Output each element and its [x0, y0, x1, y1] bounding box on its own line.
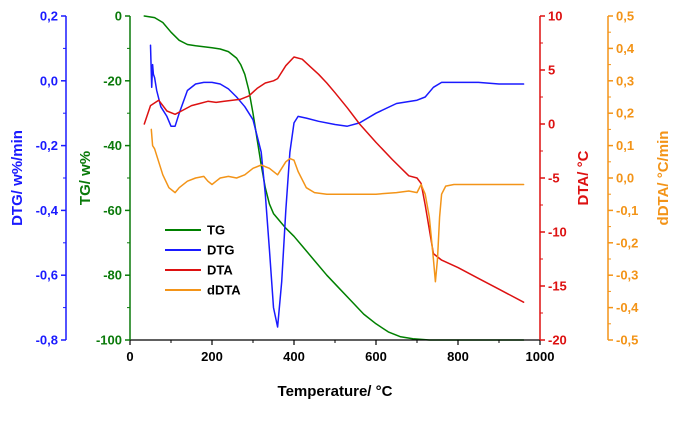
ddta-tick-label: -0,1 [616, 203, 638, 218]
dtg-tick-label: -0,2 [36, 138, 58, 153]
series-line-ddta [150, 128, 525, 283]
series-line-dta [143, 56, 525, 303]
dtg-tick-label: 0,2 [40, 9, 58, 24]
plot-lines [143, 15, 525, 341]
dtg-tick-label: -0,4 [36, 203, 59, 218]
dta-tick-label: -10 [548, 225, 567, 240]
x-tick-label: 400 [283, 349, 305, 364]
dta-tick-label: 5 [548, 63, 555, 78]
tg-tick-label: -20 [103, 73, 122, 88]
legend-label-ddta: dDTA [207, 283, 241, 298]
ddta-tick-label: 0,0 [616, 171, 634, 186]
tg-tick-label: 0 [115, 9, 122, 24]
ddta-tick-label: -0,5 [616, 333, 638, 348]
legend: TG DTG DTA dDTA [165, 223, 241, 298]
dta-tick-label: -5 [548, 171, 560, 186]
ddta-tick-label: -0,2 [616, 235, 638, 250]
dta-tick-label: 0 [548, 117, 555, 132]
dtg-tick-label: -0,8 [36, 333, 58, 348]
x-tick-label: 600 [365, 349, 387, 364]
ddta-tick-label: 0,1 [616, 138, 634, 153]
tg-tick-label: -100 [96, 333, 122, 348]
x-tick-label: 800 [447, 349, 469, 364]
ddta-tick-label: 0,2 [616, 106, 634, 121]
dta-tick-label: 10 [548, 9, 562, 24]
x-tick-label: 200 [201, 349, 223, 364]
ddta-tick-label: -0,4 [616, 300, 639, 315]
legend-label-tg: TG [207, 223, 225, 238]
dta-tick-label: -20 [548, 333, 567, 348]
ddta-tick-label: 0,5 [616, 9, 634, 24]
tg-tick-label: -60 [103, 203, 122, 218]
legend-label-dtg: DTG [207, 243, 234, 258]
legend-label-dta: DTA [207, 263, 233, 278]
series-line-dtg [149, 44, 525, 328]
ddta-tick-label: 0,3 [616, 73, 634, 88]
dta-axis-title: DTA/ °C [575, 150, 592, 205]
series-line-tg [143, 15, 525, 341]
x-tick-label: 0 [126, 349, 133, 364]
ddta-axis-title: dDTA/ °C/min [655, 131, 672, 226]
dta-tick-label: -15 [548, 279, 567, 294]
tg-axis-title: TG/ w% [77, 151, 94, 205]
dtg-tick-label: -0,6 [36, 268, 58, 283]
x-tick-label: 1000 [526, 349, 555, 364]
dtg-tick-label: 0,0 [40, 73, 58, 88]
x-axis-title: Temperature/ °C [278, 383, 393, 400]
ddta-tick-label: 0,4 [616, 41, 635, 56]
ddta-tick-label: -0,3 [616, 268, 638, 283]
dtg-axis-title: DTG/ w%/min [9, 130, 26, 226]
tg-tick-label: -80 [103, 268, 122, 283]
tg-tick-label: -40 [103, 138, 122, 153]
